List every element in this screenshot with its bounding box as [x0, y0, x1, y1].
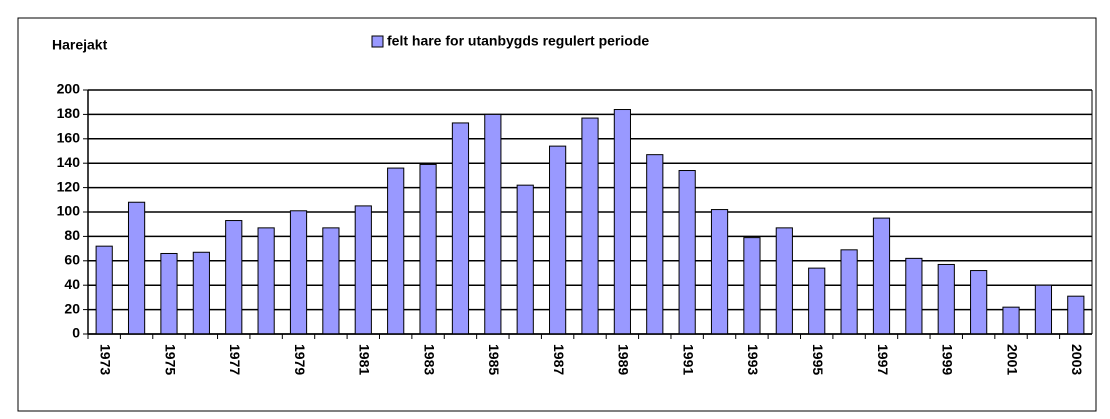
bar: [484, 113, 502, 335]
bar: [905, 257, 923, 335]
x-tick-label: 1981: [357, 344, 373, 375]
x-tick-label: 1993: [745, 344, 761, 375]
x-tick-label: 1983: [421, 344, 437, 375]
bar: [451, 122, 470, 335]
x-tick-label: 1999: [940, 344, 956, 375]
bar: [549, 145, 567, 335]
x-tick-label: 1995: [810, 344, 826, 375]
y-tick-label: 20: [64, 300, 80, 316]
x-tick-label: 2001: [1004, 344, 1020, 375]
y-tick-label: 180: [57, 105, 81, 121]
bar: [225, 220, 243, 335]
bar: [289, 210, 308, 335]
y-tick-label: 200: [57, 81, 81, 97]
legend-label: felt hare for utanbygds regulert periode: [387, 33, 649, 49]
bar: [808, 267, 826, 335]
x-tick-label: 2003: [1069, 344, 1085, 375]
x-tick-label: 1979: [292, 344, 308, 375]
bar: [322, 227, 340, 335]
x-tick-label: 1985: [486, 344, 502, 375]
y-tick-label: 60: [64, 252, 80, 268]
bar: [775, 227, 793, 335]
bar: [678, 170, 696, 335]
bar: [127, 201, 146, 335]
bar: [1067, 295, 1085, 335]
bar: [613, 109, 631, 335]
x-tick-label: 1997: [875, 344, 891, 375]
bar: [970, 270, 988, 335]
x-tick-label: 1973: [97, 344, 113, 375]
bar: [743, 237, 761, 335]
bar: [257, 227, 275, 335]
y-tick-label: 120: [57, 178, 81, 194]
bar: [581, 117, 599, 335]
x-tick-label: 1977: [227, 344, 243, 375]
legend-swatch: [371, 35, 384, 48]
y-tick-label: 160: [57, 130, 81, 146]
chart-title: Harejakt: [52, 37, 108, 53]
bar: [192, 251, 210, 335]
bar: [710, 209, 729, 335]
x-tick-label: 1989: [616, 344, 632, 375]
bar: [160, 252, 178, 335]
bar: [516, 184, 534, 335]
bar: [937, 263, 955, 335]
bar: [840, 249, 858, 335]
bar: [646, 154, 664, 335]
bar: [1034, 284, 1053, 335]
y-tick-label: 140: [57, 154, 81, 170]
bar: [354, 205, 372, 335]
y-tick-label: 80: [64, 227, 80, 243]
bar: [872, 217, 891, 335]
y-tick-label: 40: [64, 276, 80, 292]
x-tick-label: 1987: [551, 344, 567, 375]
y-tick-label: 0: [72, 325, 80, 341]
bar: [419, 163, 437, 335]
bar: [387, 167, 405, 335]
y-tick-label: 100: [57, 203, 81, 219]
bar: [95, 245, 113, 335]
x-tick-label: 1991: [680, 344, 696, 375]
x-tick-label: 1975: [162, 344, 178, 375]
bar: [1002, 306, 1020, 335]
